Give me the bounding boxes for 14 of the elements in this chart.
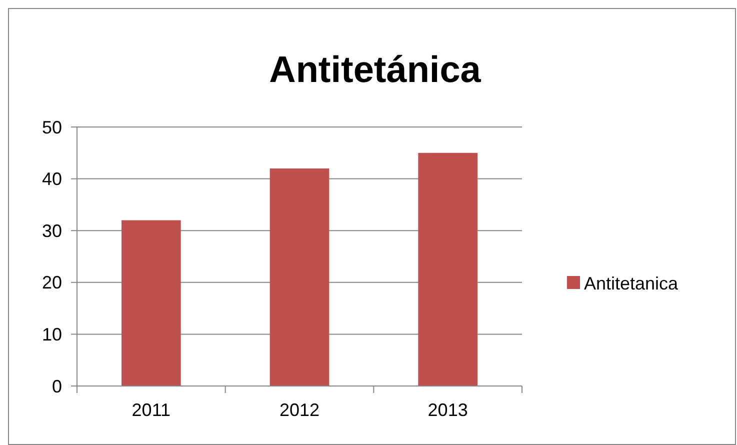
y-tick-label: 50 <box>42 117 62 138</box>
x-tick-label: 2012 <box>279 400 320 420</box>
x-tick-label: 2013 <box>428 400 468 420</box>
bar <box>122 220 181 386</box>
bar <box>418 152 478 386</box>
y-tick-label: 10 <box>42 324 62 344</box>
y-tick-label: 30 <box>42 220 62 241</box>
y-tick-label: 20 <box>42 272 62 293</box>
bar <box>270 168 330 386</box>
y-tick-label: 40 <box>42 169 62 190</box>
x-tick-label: 2011 <box>132 400 171 420</box>
legend-label: Antitetanica <box>584 273 680 294</box>
chart-title: Antitetánica <box>269 49 482 90</box>
y-tick-label: 0 <box>52 376 62 396</box>
